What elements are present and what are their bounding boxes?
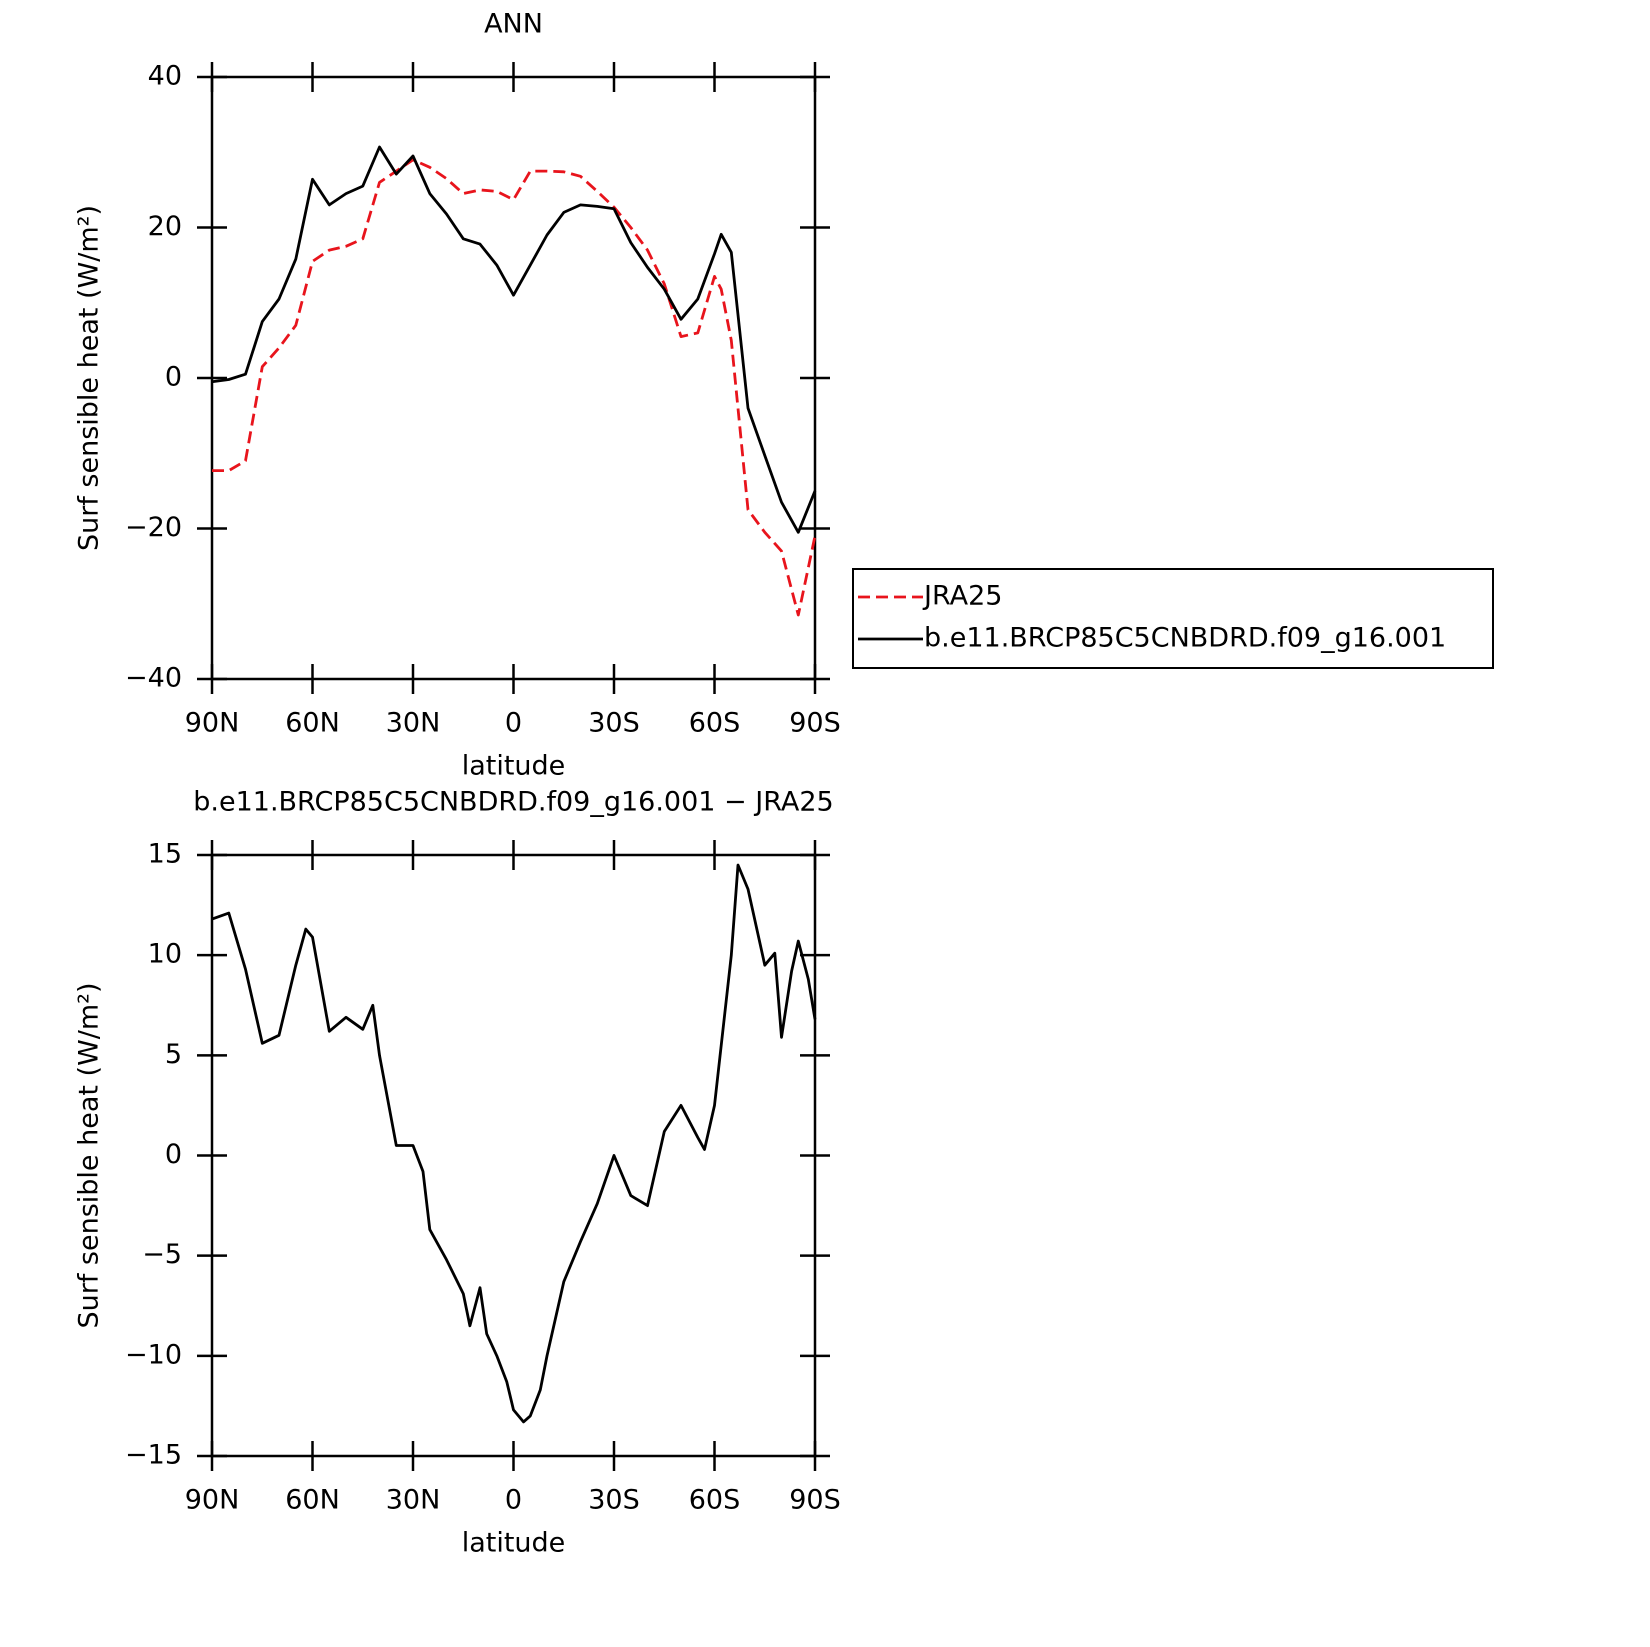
y-axis-label: Surf sensible heat (W/m²) — [74, 205, 105, 551]
plot-frame — [210, 75, 817, 681]
y-tick-label: −15 — [125, 1440, 182, 1471]
x-tick-label: 60N — [285, 708, 340, 739]
y-tick-label: −5 — [142, 1239, 182, 1270]
y-tick-label: −10 — [125, 1339, 182, 1370]
x-axis-label: latitude — [462, 1528, 566, 1559]
y-tick-label: −40 — [125, 663, 182, 694]
data-line — [212, 158, 817, 617]
x-tick-label: 0 — [505, 1485, 522, 1516]
y-tick-label: 20 — [148, 211, 182, 242]
legend-label: b.e11.BRCP85C5CNBDRD.f09_g16.001 — [924, 623, 1446, 654]
x-tick-label: 90N — [185, 1485, 240, 1516]
x-tick-label: 30S — [588, 1485, 640, 1516]
data-line — [211, 145, 817, 534]
x-tick-label: 30N — [386, 708, 441, 739]
x-tick-label: 60N — [285, 1485, 340, 1516]
x-axis-label: latitude — [462, 751, 566, 782]
y-axis-label: Surf sensible heat (W/m²) — [74, 982, 105, 1328]
chart-title: ANN — [484, 9, 543, 40]
y-tick-label: 0 — [165, 1139, 182, 1170]
y-tick-label: −20 — [125, 512, 182, 543]
x-tick-label: 0 — [505, 708, 522, 739]
x-tick-label: 30S — [588, 708, 640, 739]
y-tick-label: 40 — [148, 61, 182, 92]
x-tick-label: 90S — [789, 708, 841, 739]
data-line — [211, 863, 817, 1424]
y-tick-label: 0 — [165, 362, 182, 393]
x-tick-label: 60S — [689, 708, 741, 739]
chart-title: b.e11.BRCP85C5CNBDRD.f09_g16.001 − JRA25 — [193, 787, 833, 818]
x-tick-label: 90S — [789, 1485, 841, 1516]
y-tick-label: 10 — [148, 939, 182, 970]
x-tick-label: 90N — [185, 708, 240, 739]
legend-box — [852, 568, 1494, 669]
x-tick-label: 60S — [689, 1485, 741, 1516]
x-tick-label: 30N — [386, 1485, 441, 1516]
y-tick-label: 15 — [148, 839, 182, 870]
legend-label: JRA25 — [922, 581, 1002, 612]
y-tick-label: 5 — [165, 1039, 182, 1070]
